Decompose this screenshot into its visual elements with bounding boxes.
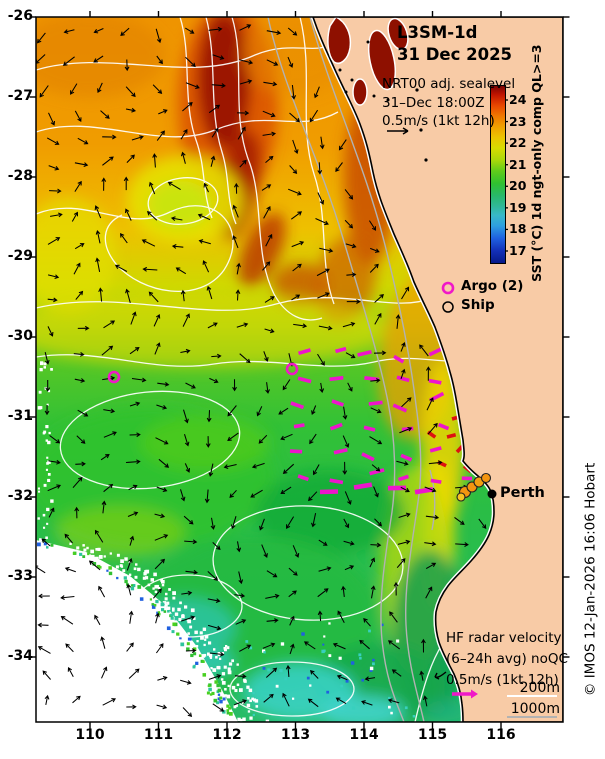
x-tick-label: 115: [417, 727, 448, 743]
colorbar-tick-label: 19: [509, 199, 527, 215]
colorbar-tick-label: 18: [509, 221, 527, 237]
x-tick-label: 110: [75, 727, 105, 743]
y-tick-label: -30: [7, 328, 33, 344]
colorbar-tick-label: 21: [509, 156, 527, 172]
x-tick-label: 116: [486, 727, 516, 743]
hf-radar-line2: (6–24h avg) noQC: [446, 651, 568, 667]
observation-markers: [107, 127, 557, 718]
info-line-product: NRT00 adj. sealevel: [382, 76, 516, 92]
y-tick-label: -27: [7, 88, 33, 104]
hf-radar-line3: 0.5m/s (1kt 12h): [446, 672, 559, 688]
y-tick-label: -34: [7, 648, 33, 664]
colorbar-tick-label: 22: [509, 135, 527, 151]
legend-ship-marker: [442, 301, 454, 313]
no-data-region: [36, 540, 238, 722]
map-title-line2: 31 Dec 2025: [397, 45, 513, 64]
y-tick-label: -33: [7, 568, 33, 584]
plot-frame: [35, 16, 564, 723]
coastal-islets: [338, 40, 428, 162]
info-line-scale: 0.5m/s (1kt 12h): [382, 113, 495, 129]
isobath-lines: [267, 17, 436, 722]
x-tick-label: 113: [280, 727, 311, 743]
sst-colorbar: [490, 85, 506, 264]
isobath-200m-label: 200m: [519, 680, 560, 696]
x-tick-label: 114: [349, 727, 379, 743]
colorbar-tick-label: 17: [509, 242, 527, 258]
colorbar-tick-label: 24: [509, 92, 527, 107]
ship-obs-markers: [456, 472, 492, 502]
y-tick-label: -26: [7, 8, 33, 24]
argo-float-marker: [107, 370, 121, 384]
legend-argo-label: Argo (2): [461, 278, 524, 294]
y-tick-label: -32: [7, 488, 33, 504]
sea-level-contours: [36, 17, 468, 722]
info-line-datetime: 31–Dec 18:00Z: [382, 95, 485, 111]
colorbar-tick-label: 23: [509, 113, 527, 129]
legend-argo-marker: [441, 281, 455, 295]
hf-radar-line1: HF radar velocity: [446, 630, 562, 646]
y-tick-label: -28: [7, 168, 33, 184]
axis-ticks: [29, 11, 570, 729]
x-tick-label: 111: [143, 727, 174, 743]
isobath-1000m-label: 1000m: [510, 701, 560, 717]
colorbar-tick-label: 20: [509, 178, 527, 194]
velocity-scale-arrow: [387, 127, 447, 680]
shark-bay-hot-water: [327, 17, 409, 106]
perth-city-dot: [487, 489, 497, 499]
perth-label: Perth: [500, 485, 545, 501]
y-tick-label: -29: [7, 248, 33, 264]
map-title-line1: L3SM-1d: [397, 23, 478, 42]
y-tick-label: -31: [7, 408, 33, 424]
argo-float-marker: [285, 362, 299, 376]
legend-ship-label: Ship: [461, 297, 495, 313]
hf-scale-arrow: [452, 689, 478, 699]
copyright-text: © IMOS 12-Jan-2026 16:06 Hobart: [582, 462, 599, 697]
x-tick-label: 112: [212, 727, 242, 743]
